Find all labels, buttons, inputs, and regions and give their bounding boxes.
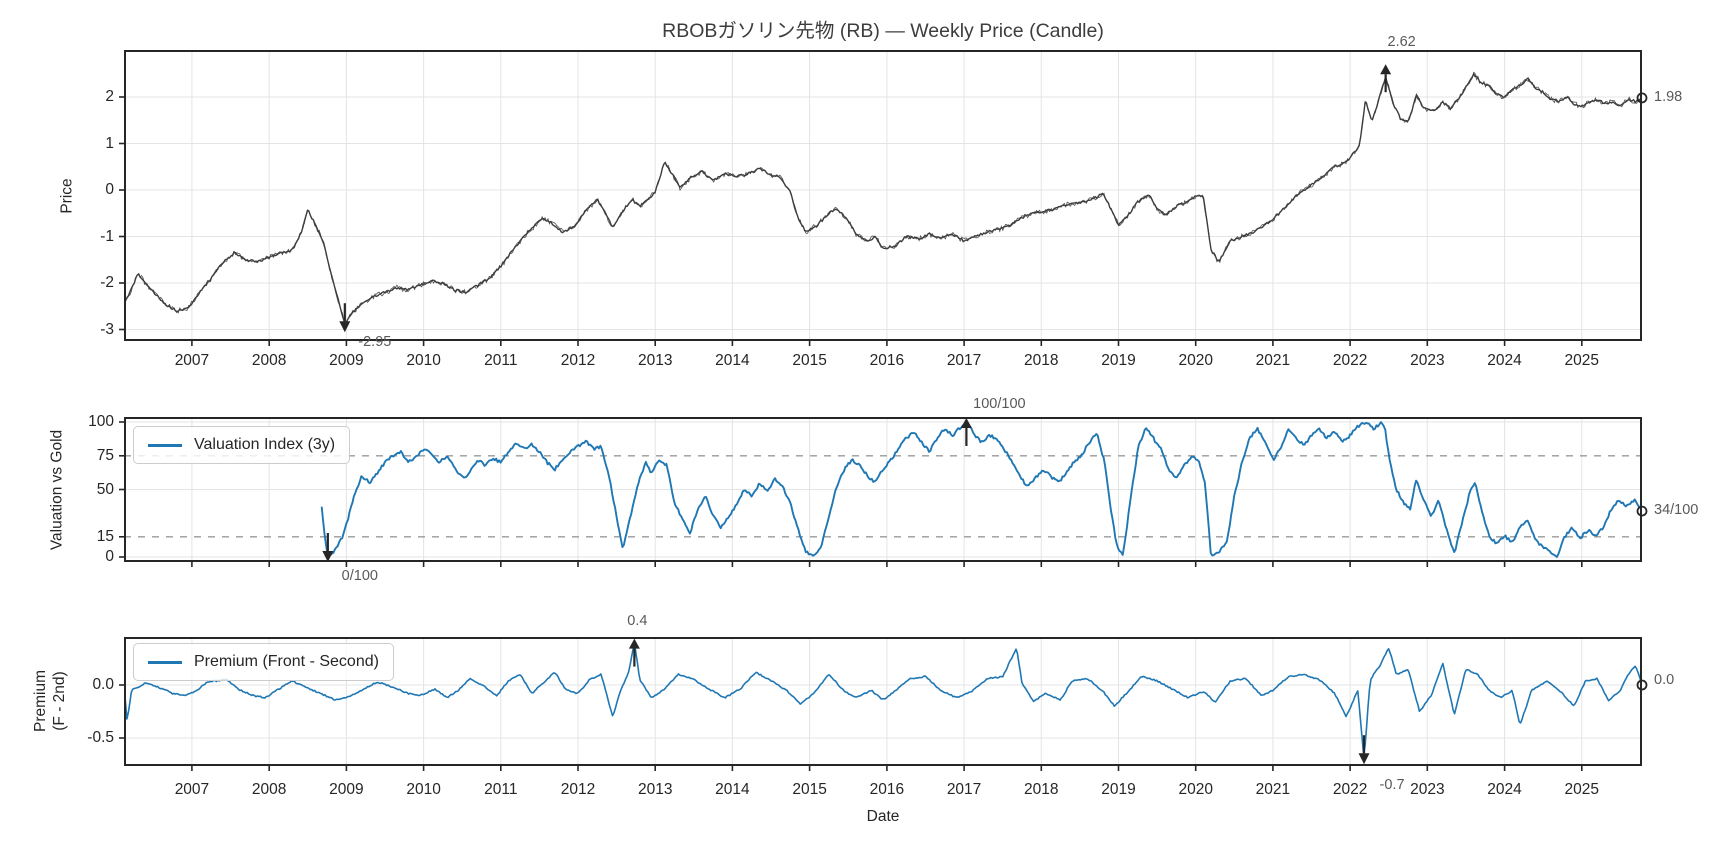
premium-chart — [124, 637, 1642, 766]
annotation-text: -0.7 — [1379, 777, 1405, 794]
year-tick-label: 2013 — [637, 352, 673, 369]
legend-line-sample — [148, 443, 182, 447]
legend-premium: Premium (Front - Second) — [133, 643, 394, 681]
year-tick-label: 2022 — [1332, 781, 1368, 798]
year-tick-label: 2014 — [715, 781, 750, 798]
candle-wick-path — [124, 71, 1642, 325]
valuation-line-path — [320, 421, 1642, 558]
year-tick-label: 2009 — [329, 781, 364, 798]
year-tick-label: 2016 — [869, 781, 905, 798]
year-tick-label: 2017 — [946, 352, 982, 369]
y-tick-label: 2 — [105, 88, 114, 105]
annotation-text: 100/100 — [973, 396, 1026, 412]
annotation-text: 2.62 — [1387, 34, 1416, 51]
legend-label: Valuation Index (3y) — [194, 436, 336, 453]
valuation-vs-gold-chart — [124, 417, 1642, 562]
figure-title: RBOBガソリン先物 (RB) — Weekly Price (Candle) — [662, 20, 1104, 42]
year-tick-label: 2007 — [174, 352, 210, 369]
candle-body-path — [124, 72, 1642, 326]
annotation-text: 1.98 — [1654, 88, 1683, 105]
year-tick-label: 2010 — [406, 781, 441, 798]
y-tick-label: -0.5 — [87, 729, 114, 746]
annotation-text: 0/100 — [341, 568, 378, 584]
year-tick-label: 2021 — [1255, 352, 1291, 369]
year-tick-label: 2025 — [1564, 781, 1599, 798]
year-tick-label: 2011 — [484, 781, 518, 798]
year-tick-label: 2017 — [946, 781, 982, 798]
year-tick-label: 2023 — [1410, 781, 1445, 798]
y-tick-label: 100 — [88, 413, 114, 430]
year-tick-label: 2024 — [1487, 781, 1522, 798]
y-tick-label: 50 — [96, 480, 114, 498]
axes-spine — [124, 50, 1642, 341]
year-tick-label: 2019 — [1101, 781, 1136, 798]
y-tick-label: -3 — [100, 320, 114, 338]
year-tick-label: 2016 — [869, 352, 905, 369]
axes-spine — [124, 637, 1642, 766]
year-tick-label: 2013 — [637, 781, 673, 798]
year-tick-label: 2015 — [792, 781, 827, 798]
year-tick-label: 2007 — [174, 781, 210, 798]
year-tick-label: 2021 — [1255, 781, 1291, 798]
x-axis-label-date: Date — [866, 808, 900, 825]
year-tick-label: 2012 — [560, 781, 596, 798]
legend-line-sample — [148, 660, 182, 664]
premium-line-path — [124, 642, 1642, 757]
year-tick-label: 2018 — [1024, 781, 1059, 798]
year-tick-label: 2023 — [1410, 352, 1445, 369]
year-tick-label: 2009 — [329, 352, 364, 369]
year-tick-label: 2008 — [251, 352, 287, 369]
annotation-text: 0.0 — [1654, 672, 1675, 688]
year-tick-label: 2020 — [1178, 781, 1213, 798]
year-tick-label: 2010 — [406, 352, 441, 369]
y-tick-label: 0.0 — [92, 676, 114, 693]
y-tick-label: -1 — [100, 227, 114, 245]
year-tick-label: 2019 — [1101, 352, 1136, 369]
year-tick-label: 2015 — [792, 352, 827, 369]
legend-label: Premium (Front - Second) — [194, 653, 379, 670]
year-tick-label: 2020 — [1178, 352, 1213, 369]
legend-valuation: Valuation Index (3y) — [133, 426, 351, 464]
year-tick-label: 2012 — [560, 352, 596, 369]
annotation-text: -2.95 — [358, 334, 392, 351]
year-tick-label: 2018 — [1024, 352, 1059, 369]
y-tick-label: 0 — [105, 181, 114, 198]
year-tick-label: 2014 — [715, 352, 750, 369]
price-candle-chart — [124, 50, 1642, 341]
axes-spine — [124, 417, 1642, 562]
annotation-text: 0.4 — [627, 612, 648, 629]
y-tick-label: 75 — [96, 446, 114, 464]
year-tick-label: 2024 — [1487, 352, 1522, 369]
y-tick-label: 15 — [96, 527, 114, 545]
annotation-text: 34/100 — [1654, 502, 1699, 519]
y-tick-label: 0 — [105, 548, 114, 565]
year-tick-label: 2022 — [1332, 352, 1368, 369]
year-tick-label: 2008 — [251, 781, 287, 798]
y-tick-label: -2 — [100, 274, 114, 291]
year-tick-label: 2011 — [484, 352, 518, 369]
y-tick-label: 1 — [105, 134, 114, 152]
year-tick-label: 2025 — [1564, 352, 1599, 369]
